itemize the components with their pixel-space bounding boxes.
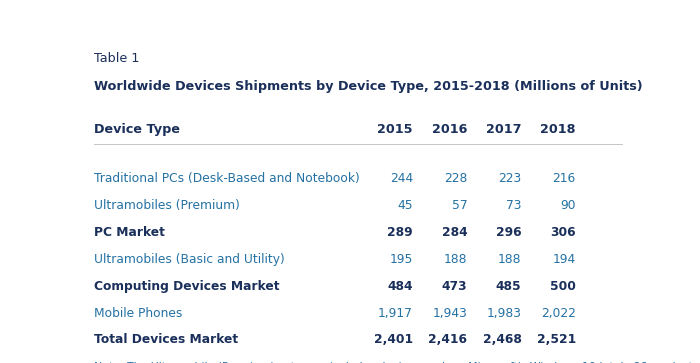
Text: 2,521: 2,521 [536, 333, 575, 346]
Text: 90: 90 [560, 199, 575, 212]
Text: 194: 194 [552, 253, 575, 266]
Text: Table 1: Table 1 [94, 52, 139, 65]
Text: 223: 223 [498, 172, 522, 185]
Text: 2017: 2017 [486, 123, 522, 136]
Text: PC Market: PC Market [94, 226, 165, 239]
Text: 2016: 2016 [432, 123, 468, 136]
Text: Note: The Ultramobile (Premium) category includes devices such as Microsoft's Wi: Note: The Ultramobile (Premium) category… [94, 362, 699, 363]
Text: 2,401: 2,401 [374, 333, 413, 346]
Text: 306: 306 [550, 226, 575, 239]
Text: 485: 485 [496, 280, 522, 293]
Text: 1,917: 1,917 [378, 307, 413, 319]
Text: 500: 500 [550, 280, 575, 293]
Text: 244: 244 [390, 172, 413, 185]
Text: Ultramobiles (Basic and Utility): Ultramobiles (Basic and Utility) [94, 253, 285, 266]
Text: 2015: 2015 [377, 123, 413, 136]
Text: 57: 57 [452, 199, 468, 212]
Text: 1,983: 1,983 [486, 307, 522, 319]
Text: 473: 473 [442, 280, 468, 293]
Text: Ultramobiles (Premium): Ultramobiles (Premium) [94, 199, 240, 212]
Text: Traditional PCs (Desk-Based and Notebook): Traditional PCs (Desk-Based and Notebook… [94, 172, 360, 185]
Text: 2018: 2018 [540, 123, 575, 136]
Text: 188: 188 [498, 253, 522, 266]
Text: Total Devices Market: Total Devices Market [94, 333, 238, 346]
Text: 45: 45 [398, 199, 413, 212]
Text: 289: 289 [387, 226, 413, 239]
Text: 195: 195 [390, 253, 413, 266]
Text: 2,022: 2,022 [541, 307, 575, 319]
Text: Computing Devices Market: Computing Devices Market [94, 280, 279, 293]
Text: Mobile Phones: Mobile Phones [94, 307, 183, 319]
Text: 484: 484 [388, 280, 413, 293]
Text: 216: 216 [552, 172, 575, 185]
Text: Device Type: Device Type [94, 123, 180, 136]
Text: 73: 73 [506, 199, 522, 212]
Text: 188: 188 [444, 253, 468, 266]
Text: 2,468: 2,468 [482, 333, 522, 346]
Text: 296: 296 [496, 226, 522, 239]
Text: Worldwide Devices Shipments by Device Type, 2015-2018 (Millions of Units): Worldwide Devices Shipments by Device Ty… [94, 80, 643, 93]
Text: 228: 228 [444, 172, 468, 185]
Text: 2,416: 2,416 [428, 333, 468, 346]
Text: 284: 284 [442, 226, 468, 239]
Text: 1,943: 1,943 [433, 307, 468, 319]
